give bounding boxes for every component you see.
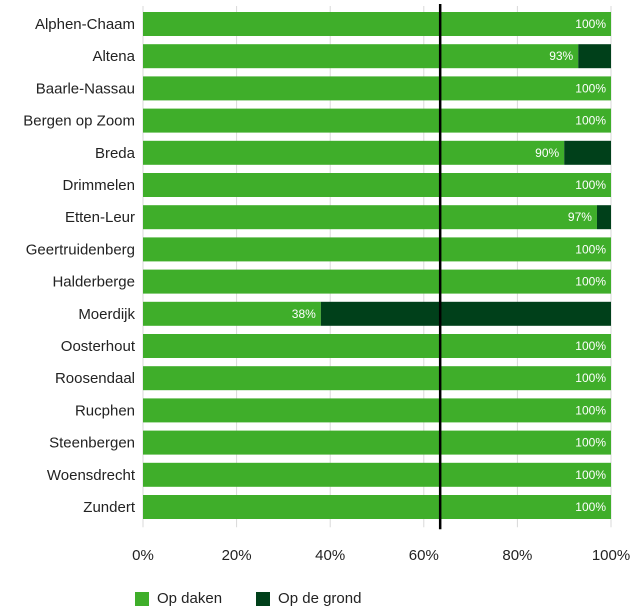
bar-op-daken-11 xyxy=(143,366,611,391)
data-label-2: 100% xyxy=(575,81,606,95)
data-label-1: 93% xyxy=(549,49,573,63)
x-tick-3: 60% xyxy=(409,547,439,564)
bar-op-de-grond-1 xyxy=(578,44,611,69)
data-label-6: 97% xyxy=(568,210,592,224)
bar-op-daken-5 xyxy=(143,173,611,197)
category-label-4: Breda xyxy=(95,145,136,162)
category-label-5: Drimmelen xyxy=(62,177,135,194)
bar-op-daken-13 xyxy=(143,430,611,455)
category-labels: Alphen-Chaam Altena Baarle-Nassau Bergen op… xyxy=(23,16,136,516)
legend-label-op-de-grond: Op de grond xyxy=(278,590,362,607)
x-tick-1: 20% xyxy=(222,547,252,564)
bar-op-daken-3 xyxy=(143,108,611,133)
data-label-8: 100% xyxy=(575,275,606,289)
x-tick-4: 80% xyxy=(502,547,532,564)
bar-op-de-grond-4 xyxy=(564,140,611,165)
x-tick-5: 100% xyxy=(592,547,630,564)
data-label-0: 100% xyxy=(575,17,606,31)
category-label-15: Zundert xyxy=(83,499,136,516)
bar-op-de-grond-9 xyxy=(320,301,611,326)
data-label-13: 100% xyxy=(575,436,606,450)
bar-op-daken-8 xyxy=(143,269,611,294)
x-tick-0: 0% xyxy=(132,547,154,564)
category-label-3: Bergen op Zoom xyxy=(23,113,135,130)
category-label-9: Moerdijk xyxy=(78,306,135,323)
data-label-5: 100% xyxy=(575,178,606,192)
data-label-9: 38% xyxy=(292,307,316,321)
bar-op-daken-14 xyxy=(143,462,611,487)
legend-swatch-op-daken xyxy=(135,591,149,606)
category-label-12: Rucphen xyxy=(75,402,135,419)
category-label-0: Alphen-Chaam xyxy=(35,16,135,33)
category-label-8: Halderberge xyxy=(52,274,135,291)
data-label-12: 100% xyxy=(575,403,606,417)
data-label-3: 100% xyxy=(575,114,606,128)
bar-op-daken-7 xyxy=(143,237,611,262)
bar-op-daken-15 xyxy=(143,495,611,519)
data-label-10: 100% xyxy=(575,339,606,353)
bar-op-daken-2 xyxy=(143,76,611,101)
category-label-14: Woensdrecht xyxy=(47,467,136,484)
category-label-7: Geertruidenberg xyxy=(26,241,135,258)
data-label-4: 90% xyxy=(535,146,559,160)
category-label-10: Oosterhout xyxy=(61,338,136,355)
category-label-6: Etten-Leur xyxy=(65,209,135,226)
data-label-15: 100% xyxy=(575,500,606,514)
data-label-14: 100% xyxy=(575,468,606,482)
x-tick-2: 40% xyxy=(315,547,345,564)
category-label-1: Altena xyxy=(92,48,135,65)
data-label-7: 100% xyxy=(575,242,606,256)
bar-chart: 100% 93% 100% 100% 90% 100% 97% 100% 100% 38% 100%… xyxy=(23,4,630,564)
bar-op-daken-1 xyxy=(143,44,579,69)
bar-op-daken-9 xyxy=(143,301,321,326)
bar-op-daken-6 xyxy=(143,205,597,230)
legend-item-op-de-grond: Op de grond xyxy=(256,590,361,607)
data-label-11: 100% xyxy=(575,371,606,385)
bars: 100% 93% 100% 100% 90% 100% 97% 100% 100% 38% 100%… xyxy=(143,12,611,519)
category-label-11: Roosendaal xyxy=(55,370,135,387)
legend-label-op-daken: Op daken xyxy=(157,590,223,607)
x-tick-labels: 0% 20% 40% 60% 80% 100% xyxy=(132,547,630,564)
legend-item-op-daken: Op daken xyxy=(135,590,222,607)
bar-op-daken-0 xyxy=(143,12,611,36)
bar-op-daken-12 xyxy=(143,398,611,423)
category-label-13: Steenbergen xyxy=(49,435,135,452)
bar-op-de-grond-6 xyxy=(596,205,611,230)
legend-swatch-op-de-grond xyxy=(256,591,271,606)
category-label-2: Baarle-Nassau xyxy=(36,80,135,97)
bar-op-daken-4 xyxy=(143,140,565,165)
bar-op-daken-10 xyxy=(143,334,611,358)
legend: Op daken Op de grond xyxy=(135,590,361,607)
